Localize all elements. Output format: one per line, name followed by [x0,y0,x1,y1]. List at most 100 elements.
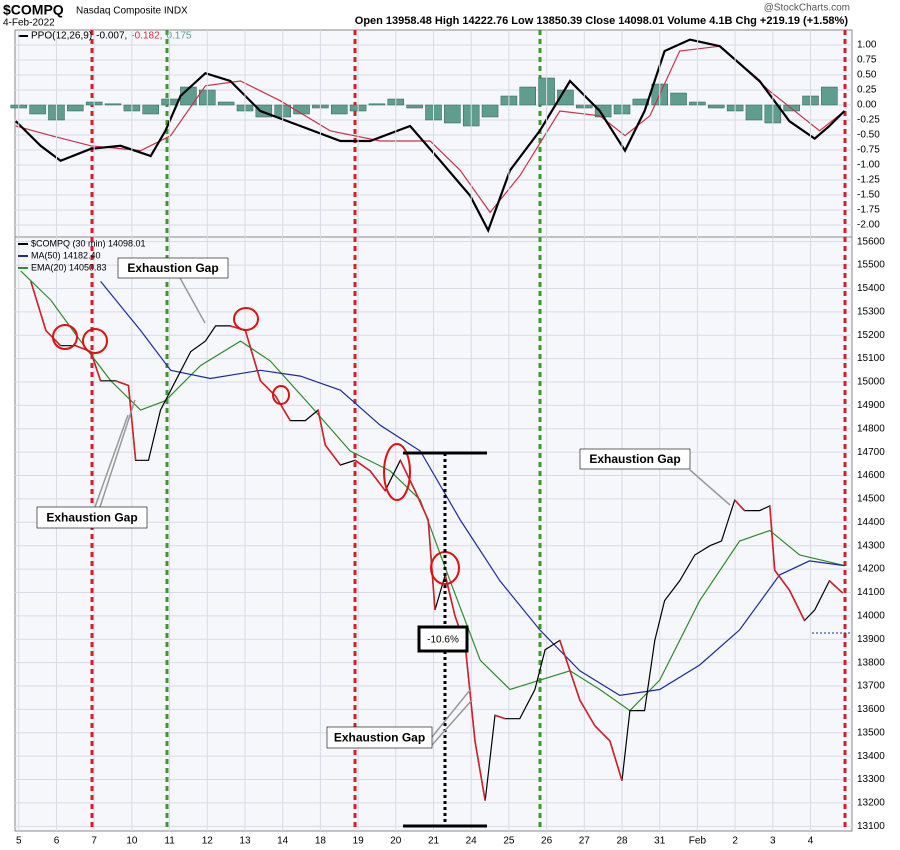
annotation-box [326,726,433,749]
y-tick-label: -1.75 [857,205,880,216]
histogram-bar [406,104,423,109]
x-tick-label: 7 [91,836,97,847]
y-tick-label: -0.50 [857,130,880,141]
x-tick-label: 20 [390,836,402,847]
y-tick-label: 15100 [857,353,885,364]
x-tick-label: 28 [616,836,628,847]
histogram-bar [670,92,687,106]
y-tick-label: 0.50 [857,70,877,81]
down-move [30,281,47,331]
y-tick-label: 13800 [857,657,885,668]
y-tick-label: 13500 [857,727,885,738]
x-tick-label: 12 [202,836,214,847]
annotation-box [36,506,148,529]
down-move [90,351,102,382]
leader-line [179,277,206,324]
leader-line [99,399,136,508]
annotation-box [117,257,229,279]
y-tick-label: 14600 [857,470,885,481]
y-tick-label: 13300 [857,774,885,785]
y-tick-label: 14900 [857,400,885,411]
histogram-bar [708,104,725,109]
down-move [828,580,844,594]
quote: Open 13958.48 High 14222.76 Low 13850.39… [355,15,849,27]
down-move [444,574,456,617]
y-tick-label: 15000 [857,377,885,388]
y-tick-label: 13900 [857,634,885,645]
down-move [324,444,342,466]
y-tick-label: 15200 [857,330,885,341]
highlight-circle [383,443,411,501]
down-move [774,569,791,591]
y-tick-label: 14800 [857,423,885,434]
x-tick-label: 26 [541,836,553,847]
down-move [594,725,611,742]
leader-line [431,699,473,746]
y-tick-label: 14400 [857,517,885,528]
y-tick-label: 15500 [857,260,885,271]
series-line [15,38,846,234]
histogram-bar [632,98,650,106]
x-tick-label: 5 [16,836,22,847]
histogram-bar [519,86,537,106]
series-line [100,281,845,697]
x-tick-label: Feb [689,836,707,847]
down-move [244,330,262,382]
histogram-bar [142,104,159,115]
y-tick-label: 14000 [857,610,885,621]
histogram-bar [745,104,763,121]
highlight-circle [52,324,78,350]
leader-line [689,469,731,506]
annotation: -10.6% [427,635,459,646]
y-tick-label: 13600 [857,704,885,715]
x-tick-label: 31 [654,836,666,847]
down-move [399,459,416,492]
y-tick-label: 13400 [857,751,885,762]
x-tick-label: 14 [277,836,289,847]
y-tick-label: 15400 [857,283,885,294]
down-move [734,499,746,512]
x-tick-label: 4 [808,836,814,847]
highlight-circle [272,385,290,405]
y-tick-label: 0.25 [857,85,877,96]
annotation-box [579,448,691,470]
highlight-circle [82,328,108,354]
highlight-circle [233,307,259,331]
y-tick-label: 14700 [857,447,885,458]
x-tick-label: 24 [466,836,478,847]
down-move [274,395,291,421]
x-tick-label: 19 [353,836,365,847]
annotation: Exhaustion Gap [46,511,137,525]
down-move [414,490,429,521]
histogram-bar [368,103,386,106]
x-tick-label: 2 [732,836,738,847]
leader-line [94,414,129,508]
histogram-bar [821,86,838,106]
down-move [788,589,806,621]
y-tick-label: 15600 [857,236,885,247]
y-tick-label: -1.50 [857,190,880,201]
down-move [369,470,386,492]
y-tick-label: -0.75 [857,145,880,156]
annotation: Exhaustion Gap [334,731,425,745]
down-move [569,670,581,701]
legend-entry: EMA(20) 14050.83 [31,262,107,272]
y-tick-label: 13100 [857,821,885,832]
down-move [474,740,486,801]
x-tick-label: 25 [503,836,515,847]
down-move [609,740,623,781]
legend-entry: -0.182, [131,31,162,42]
y-tick-label: -1.25 [857,175,880,186]
x-tick-label: 27 [579,836,591,847]
legend-title: PPO(12,26,9) [31,31,92,42]
series-line [20,270,845,712]
x-tick-label: 10 [126,836,138,847]
y-tick-label: -2.00 [857,220,880,231]
annotation: Exhaustion Gap [589,452,680,466]
annotation: Exhaustion Gap [127,261,218,275]
y-tick-label: 14300 [857,540,885,551]
down-move [464,645,476,742]
down-move [494,714,506,720]
histogram-bar [444,104,461,124]
